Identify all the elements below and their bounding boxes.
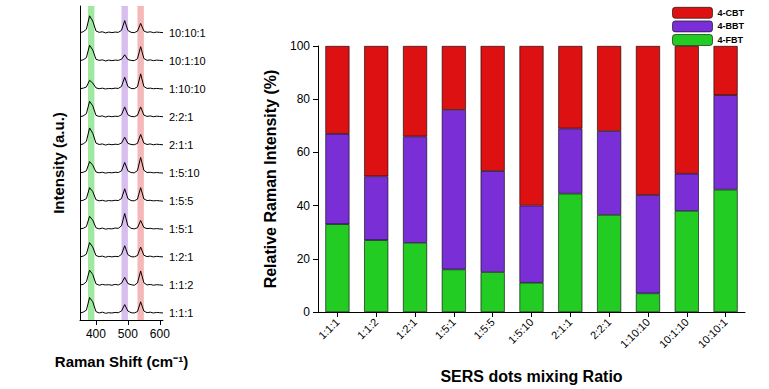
- svg-text:4-BBT: 4-BBT: [718, 21, 745, 31]
- svg-text:2:2:1: 2:2:1: [588, 316, 614, 342]
- svg-text:SERS dots mixing Ratio: SERS dots mixing Ratio: [440, 368, 622, 385]
- svg-text:1:10:10: 1:10:10: [169, 83, 206, 95]
- svg-text:1:1:2: 1:1:2: [169, 279, 193, 291]
- svg-text:1:5:10: 1:5:10: [506, 316, 536, 346]
- svg-text:4-FBT: 4-FBT: [718, 35, 744, 45]
- svg-text:2:1:1: 2:1:1: [169, 139, 193, 151]
- svg-text:1:5:1: 1:5:1: [169, 223, 193, 235]
- svg-text:1:10:10: 1:10:10: [618, 316, 652, 350]
- svg-text:1:1:1: 1:1:1: [316, 316, 342, 342]
- svg-text:600: 600: [150, 327, 170, 341]
- svg-text:1:5:10: 1:5:10: [169, 167, 200, 179]
- svg-text:40: 40: [297, 199, 311, 213]
- svg-text:1:1:2: 1:1:2: [355, 316, 381, 342]
- svg-text:400: 400: [86, 327, 106, 341]
- svg-text:1:2:1: 1:2:1: [394, 316, 420, 342]
- svg-text:20: 20: [297, 252, 311, 266]
- svg-text:2:1:1: 2:1:1: [549, 316, 575, 342]
- svg-text:1:1:1: 1:1:1: [169, 307, 193, 319]
- svg-text:0: 0: [303, 305, 310, 319]
- svg-text:10:10:1: 10:10:1: [695, 316, 729, 350]
- svg-text:Relative Raman Intensity (%): Relative Raman Intensity (%): [262, 70, 279, 289]
- svg-text:10:1:10: 10:1:10: [657, 316, 691, 350]
- svg-text:1:5:1: 1:5:1: [432, 316, 458, 342]
- svg-text:500: 500: [118, 327, 138, 341]
- svg-text:Raman Shift (cm⁻¹): Raman Shift (cm⁻¹): [55, 353, 188, 370]
- svg-text:1:5:5: 1:5:5: [169, 195, 193, 207]
- svg-text:10:1:10: 10:1:10: [169, 55, 206, 67]
- svg-text:1:2:1: 1:2:1: [169, 251, 193, 263]
- svg-text:100: 100: [290, 39, 310, 53]
- svg-text:2:2:1: 2:2:1: [169, 111, 193, 123]
- svg-text:10:10:1: 10:10:1: [169, 27, 206, 39]
- svg-text:Intensity (a.u.): Intensity (a.u.): [50, 112, 67, 214]
- svg-text:4-CBT: 4-CBT: [718, 8, 745, 18]
- svg-text:80: 80: [297, 92, 311, 106]
- svg-text:60: 60: [297, 145, 311, 159]
- svg-text:1:5:5: 1:5:5: [471, 316, 497, 342]
